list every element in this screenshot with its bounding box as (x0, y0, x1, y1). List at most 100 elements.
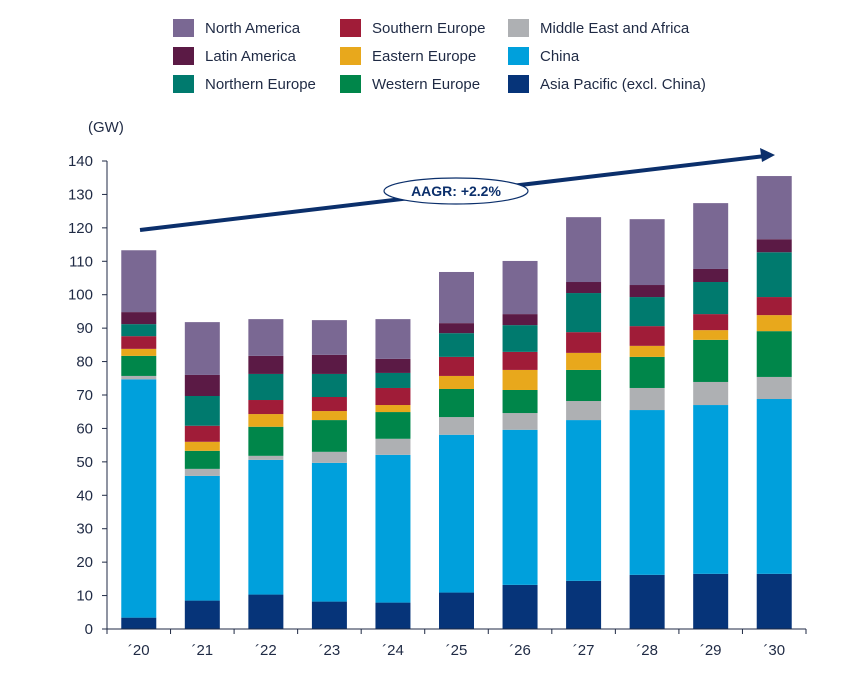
bar-segment-middle-east-and-africa (629, 387, 665, 411)
y-tick-label: 50 (76, 454, 93, 471)
bar-segment-north-america (439, 271, 474, 324)
legend-label: China (540, 48, 580, 65)
bar-segment-asia-pacific-excl-china (375, 602, 411, 629)
bar-stack (629, 219, 665, 629)
bar-segment-north-america (629, 219, 665, 286)
bar-segment-middle-east-and-africa (693, 381, 729, 406)
bar-segment-middle-east-and-africa (439, 417, 474, 435)
bar-segment-asia-pacific-excl-china (184, 600, 220, 629)
bar-segment-northern-europe (629, 297, 665, 327)
bar-segment-western-europe (629, 356, 665, 388)
bar-segment-northern-europe (248, 373, 284, 401)
bar-segment-western-europe (439, 388, 474, 418)
bar-segment-southern-europe (629, 326, 665, 346)
bar-segment-latin-america (311, 354, 347, 374)
y-tick-label: 100 (68, 287, 93, 304)
x-tick-label: ´26 (509, 642, 531, 659)
bar-segment-western-europe (184, 450, 220, 469)
bar-segment-asia-pacific-excl-china (756, 573, 792, 629)
legend-item: Latin America (173, 47, 297, 65)
bar-segment-northern-europe (693, 282, 729, 315)
bar-segment-middle-east-and-africa (184, 468, 220, 476)
bar-segment-north-america (248, 319, 284, 356)
bar-segment-southern-europe (248, 400, 284, 415)
bar-stack (121, 250, 157, 629)
bar-segment-northern-europe (439, 333, 474, 357)
bar-segment-asia-pacific-excl-china (693, 573, 729, 629)
y-axis: 0 10 20 30 40 50 60 70 80 90 100 110 120 130 140 (68, 153, 108, 638)
bar-segment-western-europe (375, 412, 411, 439)
bar-segment-eastern-europe (375, 405, 411, 413)
bar-segment-asia-pacific-excl-china (629, 574, 665, 629)
bar-segment-china (248, 459, 284, 595)
x-tick-label: ´27 (573, 642, 595, 659)
legend-item: Southern Europe (340, 19, 485, 37)
bar-stack (184, 322, 220, 629)
bar-segment-latin-america (439, 323, 474, 334)
bar-stack (566, 217, 602, 629)
bars (121, 176, 792, 629)
x-tick-label: ´28 (636, 642, 658, 659)
bar-segment-latin-america (248, 355, 284, 374)
bar-stack (248, 319, 284, 629)
bar-segment-middle-east-and-africa (375, 438, 411, 455)
bar-segment-southern-europe (121, 336, 157, 349)
bar-segment-southern-europe (184, 425, 220, 442)
bar-segment-north-america (184, 322, 220, 375)
bar-segment-north-america (693, 203, 729, 269)
legend-label: Eastern Europe (372, 48, 476, 65)
legend-item: Northern Europe (173, 75, 316, 93)
trend-annotation: AAGR: +2.2% (139, 148, 775, 232)
bar-segment-latin-america (629, 285, 665, 298)
legend-swatch (340, 47, 361, 65)
legend-swatch (173, 47, 194, 65)
bar-segment-latin-america (756, 239, 792, 253)
bar-segment-southern-europe (693, 314, 729, 331)
y-tick-label: 120 (68, 220, 93, 237)
x-tick-label: ´29 (700, 642, 722, 659)
bar-segment-middle-east-and-africa (502, 413, 538, 430)
x-tick-label: ´25 (446, 642, 468, 659)
bar-segment-eastern-europe (121, 348, 157, 356)
x-tick-label: ´23 (319, 642, 341, 659)
y-tick-label: 40 (76, 487, 93, 504)
bar-segment-southern-europe (375, 387, 411, 406)
bar-segment-china (311, 462, 347, 602)
bar-segment-western-europe (756, 331, 792, 377)
y-tick-label: 90 (76, 320, 93, 337)
y-tick-label: 110 (69, 253, 93, 270)
bar-segment-latin-america (566, 282, 602, 294)
x-tick-label: ´21 (191, 642, 213, 659)
bar-segment-asia-pacific-excl-china (439, 592, 474, 629)
x-tick-label: ´24 (382, 642, 404, 659)
bar-stack (375, 319, 411, 629)
legend-label: Western Europe (372, 76, 480, 93)
bar-segment-middle-east-and-africa (566, 401, 602, 421)
bar-segment-western-europe (566, 369, 602, 402)
legend-label: Southern Europe (372, 20, 485, 37)
bar-segment-middle-east-and-africa (756, 376, 792, 400)
bar-segment-northern-europe (756, 252, 792, 298)
bar-segment-western-europe (502, 389, 538, 414)
bar-segment-northern-europe (375, 372, 411, 388)
bar-segment-northern-europe (184, 396, 220, 426)
bar-segment-asia-pacific-excl-china (311, 601, 347, 629)
y-tick-label: 60 (76, 420, 93, 437)
aagr-label: AAGR: +2.2% (411, 183, 501, 199)
bar-segment-northern-europe (502, 325, 538, 352)
bar-stack (311, 320, 347, 629)
legend-item: China (508, 47, 580, 65)
bar-segment-north-america (375, 319, 411, 359)
bar-stack (756, 176, 792, 629)
bar-segment-asia-pacific-excl-china (502, 584, 538, 629)
legend-swatch (508, 19, 529, 37)
bar-segment-western-europe (311, 420, 347, 452)
y-tick-label: 130 (68, 186, 93, 203)
bar-segment-southern-europe (756, 297, 792, 316)
bar-segment-latin-america (121, 312, 157, 325)
legend-swatch (173, 19, 194, 37)
bar-segment-eastern-europe (502, 369, 538, 390)
bar-segment-western-europe (693, 339, 729, 382)
